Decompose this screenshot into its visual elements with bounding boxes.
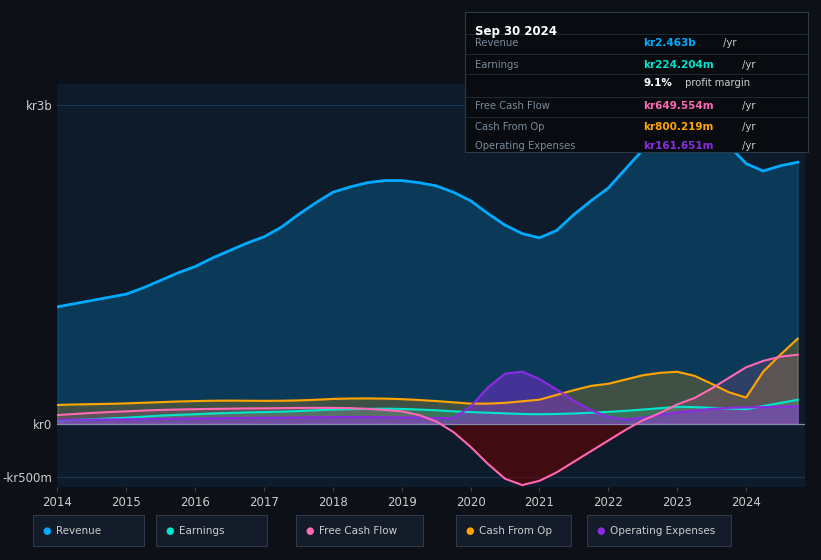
Text: Cash From Op: Cash From Op — [479, 526, 552, 535]
Text: /yr: /yr — [720, 38, 736, 48]
Text: Operating Expenses: Operating Expenses — [475, 141, 576, 151]
Text: Free Cash Flow: Free Cash Flow — [475, 101, 550, 111]
Text: 9.1%: 9.1% — [644, 78, 672, 88]
Text: Revenue: Revenue — [475, 38, 519, 48]
Text: ●: ● — [466, 526, 474, 535]
Text: Earnings: Earnings — [179, 526, 224, 535]
Text: Earnings: Earnings — [475, 60, 519, 70]
Text: ●: ● — [305, 526, 314, 535]
Text: /yr: /yr — [740, 60, 756, 70]
Text: /yr: /yr — [740, 101, 756, 111]
Text: ●: ● — [597, 526, 605, 535]
Text: /yr: /yr — [740, 122, 756, 132]
Text: Revenue: Revenue — [56, 526, 101, 535]
Text: kr224.204m: kr224.204m — [644, 60, 714, 70]
Text: kr800.219m: kr800.219m — [644, 122, 713, 132]
Text: ●: ● — [166, 526, 174, 535]
Text: kr2.463b: kr2.463b — [644, 38, 696, 48]
Text: Free Cash Flow: Free Cash Flow — [319, 526, 397, 535]
Text: Operating Expenses: Operating Expenses — [610, 526, 715, 535]
Text: ●: ● — [43, 526, 51, 535]
Text: /yr: /yr — [740, 141, 756, 151]
Text: kr649.554m: kr649.554m — [644, 101, 714, 111]
Text: Cash From Op: Cash From Op — [475, 122, 544, 132]
Text: Sep 30 2024: Sep 30 2024 — [475, 25, 557, 38]
Text: profit margin: profit margin — [681, 78, 750, 88]
Text: kr161.651m: kr161.651m — [644, 141, 714, 151]
